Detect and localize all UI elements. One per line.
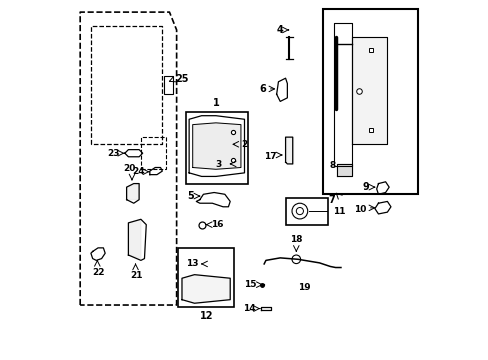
Polygon shape — [351, 37, 386, 144]
Text: 19: 19 — [298, 283, 310, 292]
Polygon shape — [337, 164, 351, 176]
Text: 1: 1 — [212, 98, 219, 108]
Text: 22: 22 — [92, 267, 104, 276]
Text: 5: 5 — [187, 191, 194, 201]
Text: 2: 2 — [241, 140, 246, 149]
Text: 24: 24 — [132, 167, 144, 176]
Text: 8: 8 — [329, 161, 335, 170]
Text: 11: 11 — [332, 207, 345, 216]
Bar — [323, 9, 417, 194]
Text: 9: 9 — [362, 182, 369, 192]
Polygon shape — [182, 275, 230, 303]
Text: 21: 21 — [130, 271, 142, 280]
Text: 23: 23 — [107, 149, 119, 158]
Polygon shape — [126, 184, 139, 200]
Text: 20: 20 — [123, 164, 135, 173]
Text: 25: 25 — [175, 74, 188, 84]
Bar — [185, 112, 247, 184]
Text: 16: 16 — [210, 220, 223, 229]
Polygon shape — [128, 219, 141, 258]
Text: 17: 17 — [264, 152, 276, 161]
Text: 10: 10 — [353, 205, 365, 214]
Text: 3: 3 — [215, 160, 221, 169]
Bar — [178, 248, 233, 307]
Polygon shape — [192, 123, 241, 169]
Text: 7: 7 — [328, 195, 335, 204]
Text: 6: 6 — [259, 84, 265, 94]
Polygon shape — [285, 137, 292, 164]
Text: 18: 18 — [289, 235, 302, 244]
Text: 14: 14 — [242, 304, 255, 313]
Text: 13: 13 — [185, 260, 198, 269]
Text: 12: 12 — [200, 311, 213, 321]
Text: 4: 4 — [277, 25, 283, 35]
Text: 15: 15 — [244, 280, 257, 289]
Bar — [285, 198, 328, 225]
